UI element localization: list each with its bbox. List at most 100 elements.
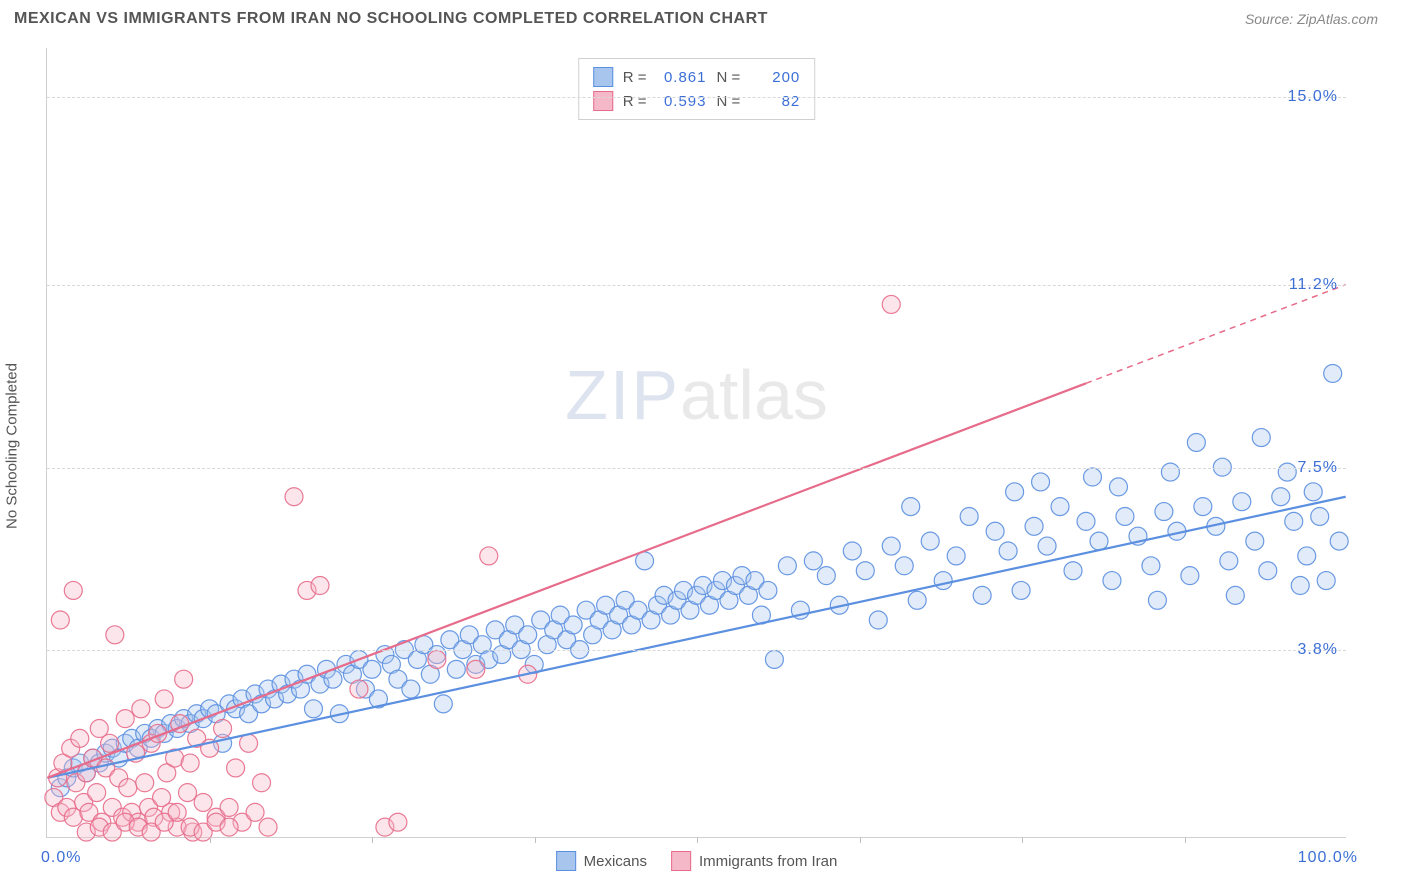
data-point <box>324 670 342 688</box>
data-point <box>259 818 277 836</box>
data-point <box>116 710 134 728</box>
data-point <box>227 759 245 777</box>
data-point <box>1317 572 1335 590</box>
swatch-mexicans <box>593 67 613 87</box>
data-point <box>869 611 887 629</box>
x-tick-mark <box>860 837 861 843</box>
data-point <box>817 567 835 585</box>
data-point <box>1220 552 1238 570</box>
x-tick-mark <box>1185 837 1186 843</box>
data-point <box>350 680 368 698</box>
data-point <box>132 700 150 718</box>
data-point <box>1291 577 1309 595</box>
data-point <box>240 734 258 752</box>
gridline <box>47 97 1346 98</box>
data-point <box>1148 591 1166 609</box>
data-point <box>1272 488 1290 506</box>
data-point <box>311 577 329 595</box>
legend-item-mexicans: Mexicans <box>556 851 647 871</box>
x-tick-mark <box>535 837 536 843</box>
y-tick-label: 7.5% <box>1298 459 1338 477</box>
scatter-svg <box>47 48 1346 837</box>
data-point <box>1161 463 1179 481</box>
data-point <box>1155 503 1173 521</box>
data-point <box>1252 429 1270 447</box>
x-tick-mark <box>372 837 373 843</box>
x-tick-min: 0.0% <box>41 849 81 867</box>
data-point <box>908 591 926 609</box>
data-point <box>480 547 498 565</box>
x-tick-max: 100.0% <box>1298 849 1358 867</box>
y-tick-label: 3.8% <box>1298 641 1338 659</box>
series-legend: Mexicans Immigrants from Iran <box>556 851 838 871</box>
data-point <box>1298 547 1316 565</box>
data-point <box>1304 483 1322 501</box>
data-point <box>1246 532 1264 550</box>
swatch-iran <box>593 91 613 111</box>
data-point <box>1233 493 1251 511</box>
chart-title: MEXICAN VS IMMIGRANTS FROM IRAN NO SCHOO… <box>14 10 768 28</box>
data-point <box>1103 572 1121 590</box>
data-point <box>220 818 238 836</box>
data-point <box>1032 473 1050 491</box>
data-point <box>179 784 197 802</box>
x-tick-mark <box>210 837 211 843</box>
data-point <box>759 581 777 599</box>
data-point <box>253 774 271 792</box>
data-point <box>902 498 920 516</box>
data-point <box>778 557 796 575</box>
data-point <box>246 803 264 821</box>
legend-swatch-iran <box>671 851 691 871</box>
y-tick-label: 11.2% <box>1289 276 1338 294</box>
data-point <box>168 803 186 821</box>
data-point <box>304 700 322 718</box>
gridline <box>47 650 1346 651</box>
chart-plot-area: ZIPatlas R = 0.861 N = 200 R = 0.593 N =… <box>46 48 1346 838</box>
data-point <box>973 586 991 604</box>
data-point <box>1181 567 1199 585</box>
data-point <box>1142 557 1160 575</box>
data-point <box>51 611 69 629</box>
data-point <box>1012 581 1030 599</box>
data-point <box>119 779 137 797</box>
data-point <box>155 690 173 708</box>
data-point <box>1259 562 1277 580</box>
data-point <box>947 547 965 565</box>
legend-item-iran: Immigrants from Iran <box>671 851 837 871</box>
data-point <box>467 660 485 678</box>
data-point <box>636 552 654 570</box>
data-point <box>434 695 452 713</box>
data-point <box>101 734 119 752</box>
data-point <box>960 507 978 525</box>
data-point <box>999 542 1017 560</box>
data-point <box>1330 532 1348 550</box>
data-point <box>214 720 232 738</box>
data-point <box>175 670 193 688</box>
data-point <box>856 562 874 580</box>
data-point <box>882 295 900 313</box>
data-point <box>1278 463 1296 481</box>
data-point <box>986 522 1004 540</box>
data-point <box>564 616 582 634</box>
legend-swatch-mexicans <box>556 851 576 871</box>
data-point <box>1025 517 1043 535</box>
data-point <box>194 793 212 811</box>
data-point <box>428 650 446 668</box>
data-point <box>1109 478 1127 496</box>
x-tick-mark <box>1022 837 1023 843</box>
data-point <box>921 532 939 550</box>
y-axis-label: No Schooling Completed <box>4 363 21 529</box>
data-point <box>882 537 900 555</box>
data-point <box>1311 507 1329 525</box>
stats-legend: R = 0.861 N = 200 R = 0.593 N = 82 <box>578 58 816 120</box>
data-point <box>389 813 407 831</box>
data-point <box>1084 468 1102 486</box>
source-attribution: Source: ZipAtlas.com <box>1245 11 1378 27</box>
y-tick-label: 15.0% <box>1288 88 1338 106</box>
data-point <box>363 660 381 678</box>
data-point <box>1187 434 1205 452</box>
data-point <box>1226 586 1244 604</box>
data-point <box>1194 498 1212 516</box>
data-point <box>136 774 154 792</box>
data-point <box>1077 512 1095 530</box>
